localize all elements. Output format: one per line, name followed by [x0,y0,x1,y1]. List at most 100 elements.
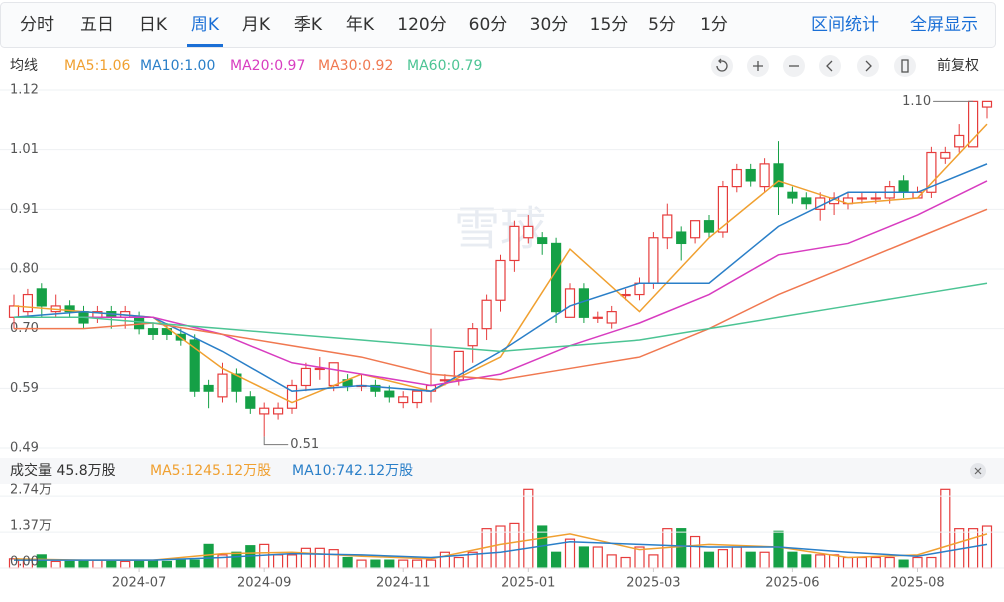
volume-bar [773,530,784,569]
tab[interactable]: 1分 [700,15,728,35]
volume-bar [940,488,951,569]
legend-entry: MA60:0.79 [407,58,482,74]
volume-bar [342,556,353,569]
volume-bar [620,556,631,569]
close-icon [974,467,982,475]
volume-bar [425,559,437,569]
volume-bar [884,556,895,569]
volume-bar [912,556,923,569]
candle-body [147,328,159,335]
volume-bar [120,560,131,569]
volume-bar [550,551,562,569]
legend-entry: MA30:0.92 [318,58,393,74]
x-tick-label: 2024-11 [376,576,430,591]
x-tick-label: 2025-06 [765,576,819,591]
right-button[interactable] [857,55,879,77]
volume-tick-label: 0.00 [10,555,39,570]
y-tick-label: 0.91 [10,202,39,217]
candle-body [926,151,937,193]
x-tick-label: 2025-08 [890,576,944,591]
left-button[interactable] [819,55,841,77]
x-tick-label: 2024-07 [112,576,166,591]
volume-title: 成交量 45.8万股 [10,462,116,479]
x-tick-label: 2024-09 [237,576,291,591]
tab[interactable]: 季K [294,15,323,35]
volume-bar [286,554,298,569]
tab[interactable]: 15分 [590,15,629,35]
candle-body [328,362,339,387]
x-tick-label: 2025-03 [626,576,680,591]
tab[interactable]: 120分 [397,15,446,35]
tab[interactable]: 日K [139,15,168,35]
candle-body [870,197,881,200]
tab[interactable]: 60分 [469,15,508,35]
volume-bar [314,547,325,569]
volume-bar [370,559,381,569]
y-tick-label: 1.01 [10,142,39,157]
candle-body [189,339,200,392]
candle-body [286,384,298,409]
volume-bar [606,554,617,569]
candle-body [509,225,520,262]
annotation: 0.51 [290,437,319,452]
volume-bar [50,560,61,569]
volume-bar [703,551,715,569]
volume-bar [398,559,409,569]
candle-body [273,407,284,415]
x-tick-label: 2025-01 [501,576,555,591]
volume-bar [356,559,367,569]
candle-body [606,311,617,324]
volume-bar [676,528,687,569]
ma-title: 均线 [10,58,38,74]
reset-button[interactable] [894,55,916,77]
volume-bar [856,556,868,569]
candle-body [717,186,729,233]
volume-bar [842,556,854,569]
candle-body [898,180,909,193]
volume-ma-line [13,533,988,561]
candle-body [495,259,506,301]
tab[interactable]: 5分 [648,15,676,35]
candle-body [759,163,770,188]
tab[interactable]: 月K [242,15,271,35]
volume-bar [731,546,742,569]
volume-bar [203,543,214,569]
candle-body [36,288,47,307]
candle-body [481,299,492,330]
volume-bar [92,559,103,569]
volume-tick-label: 2.74万 [10,483,52,498]
volume-legend: MA10:742.12万股 [292,463,413,479]
volume-bar [801,554,812,569]
volume-bar [926,556,937,569]
volume-bar [509,522,520,569]
tab[interactable]: 年K [346,15,375,35]
toolbar [0,2,996,48]
toolbar-action[interactable]: 区间统计 [811,15,879,35]
candle-body [967,100,979,148]
candle-body [523,225,534,239]
tab[interactable]: 分时 [20,15,54,35]
candle-body [787,191,798,199]
toolbar-action[interactable]: 全屏显示 [910,15,978,35]
volume-bar [815,554,826,569]
candle-body [231,373,242,392]
tab[interactable]: 五日 [80,15,114,35]
undo-button[interactable] [711,55,733,77]
candle-body [676,231,687,245]
candle-body [703,220,715,233]
volume-bar [134,559,145,569]
adjust-mode[interactable]: 前复权 [937,57,979,74]
candle-body [940,151,951,159]
tab[interactable]: 30分 [530,15,569,35]
volume-bar [689,535,701,569]
candle-body [773,163,784,188]
volume-bar [78,559,89,569]
toolbar-icons [711,55,916,77]
volume-bar [648,554,659,569]
candle-body [856,197,868,200]
volume-bar [106,560,117,569]
tab[interactable]: 周K [191,15,220,35]
volume-bar [161,560,172,569]
ma-line [14,282,988,353]
volume-bar [564,538,576,569]
